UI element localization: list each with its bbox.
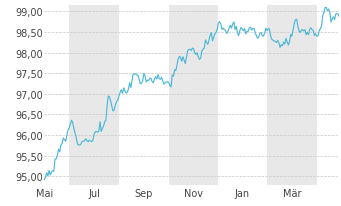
Bar: [69, 6, 119, 185]
Bar: [169, 6, 219, 185]
Bar: [267, 6, 317, 185]
